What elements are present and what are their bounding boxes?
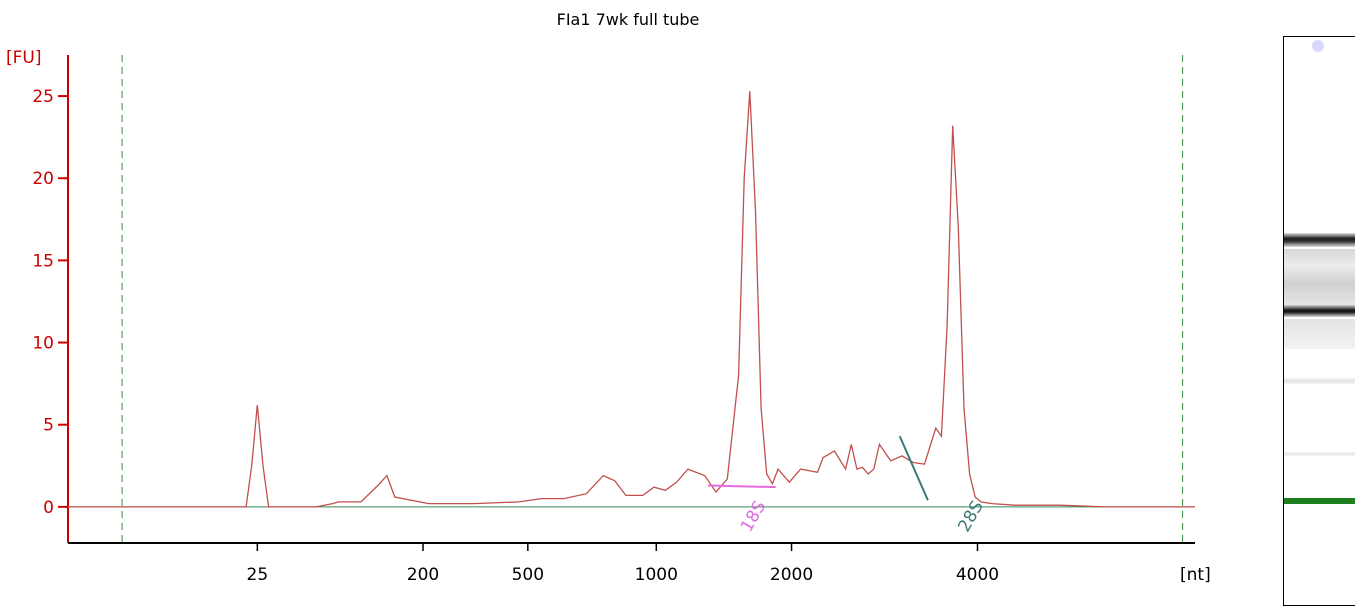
y-tick-label: 25: [32, 87, 54, 107]
signal-trace-line: [68, 91, 1195, 508]
gel-band-faint-2: [1284, 451, 1355, 457]
y-tick-label: 0: [43, 498, 54, 518]
electropherogram-chart: FIa1 7wk full tube 0 5 10 15 20 25 25 200 500 100…: [6, 10, 1211, 585]
chart-axes: 0 5 10 15 20 25 25 200 500 1000 2000 4000: [32, 55, 1195, 585]
x-tick-label: 1000: [635, 565, 678, 585]
peak-label-group: 18S 28S: [708, 435, 988, 536]
x-tick-label: 500: [512, 565, 544, 585]
gel-band-smear-2: [1284, 319, 1355, 349]
gel-band-18s: [1284, 305, 1355, 317]
peak-28s-baseline: [898, 435, 929, 501]
x-tick-label: 4000: [956, 565, 999, 585]
y-axis-label: [FU]: [6, 48, 42, 68]
y-tick-label: 15: [32, 251, 54, 271]
marker-lines: [121, 55, 1184, 543]
peak-18s-baseline: [708, 484, 776, 489]
peak-label: 28S: [954, 498, 988, 536]
x-axis-label: [nt]: [1180, 565, 1211, 585]
peak-label: 18S: [737, 498, 771, 536]
y-tick-label: 20: [32, 169, 54, 189]
y-tick-label: 10: [32, 334, 54, 354]
signal-trace-group: [68, 91, 1195, 508]
gel-image-lane: [1283, 36, 1355, 606]
chart-title: FIa1 7wk full tube: [557, 10, 700, 29]
gel-marker-band: [1284, 498, 1355, 504]
x-tick-label: 2000: [770, 565, 813, 585]
gel-band-28s: [1284, 233, 1355, 247]
gel-band-smear-1: [1284, 249, 1355, 307]
y-tick-label: 5: [43, 416, 54, 436]
x-tick-label: 200: [407, 565, 439, 585]
gel-top-spot: [1312, 40, 1324, 52]
gel-band-faint-1: [1284, 377, 1355, 385]
x-tick-label: 25: [247, 565, 269, 585]
